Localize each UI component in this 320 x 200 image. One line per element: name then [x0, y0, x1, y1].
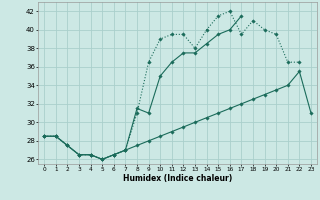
X-axis label: Humidex (Indice chaleur): Humidex (Indice chaleur) [123, 174, 232, 183]
